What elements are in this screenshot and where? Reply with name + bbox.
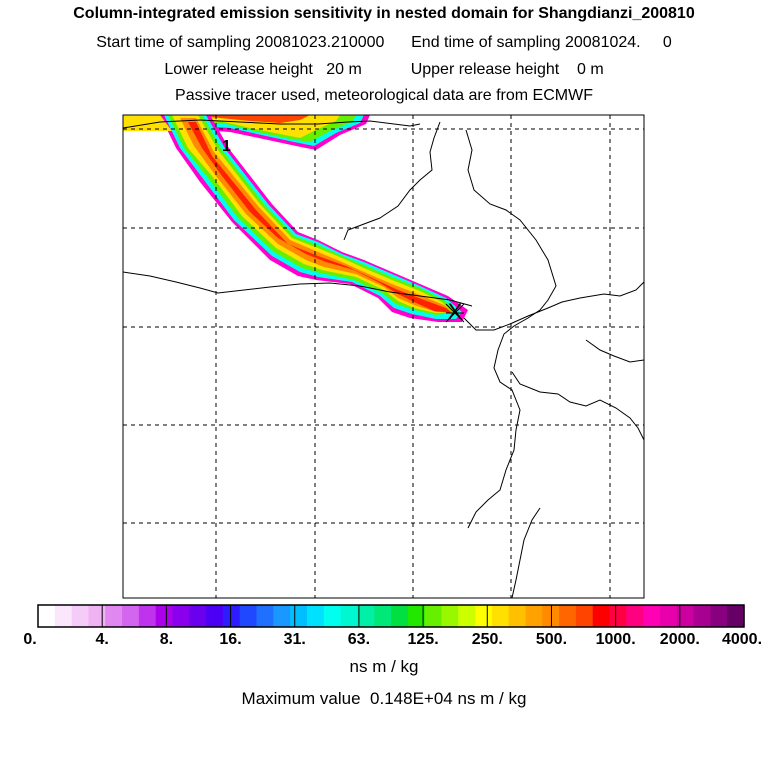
colorbar-cell [105,605,123,627]
colorbar-tick-label: 500. [535,631,568,648]
chart-title: Column-integrated emission sensitivity i… [73,5,695,22]
colorbar-cell [273,605,291,627]
colorbar-cell [643,605,661,627]
receptor-glyph: X [448,299,463,324]
colorbar-cell [189,605,207,627]
end-time-extra: 0 [662,34,672,51]
colorbar-cell [525,605,543,627]
colorbar-tick-label: 0. [23,631,37,648]
colorbar-tick-label: 4000. [721,631,763,648]
colorbar-cell [222,605,241,627]
colorbar-cell [441,605,459,627]
colorbar-units: ns m / kg [349,657,419,676]
colorbar-cell [626,605,644,627]
colorbar-cell [138,605,157,627]
coastlines [123,119,644,598]
colorbar-cell [239,605,258,627]
colorbar-cell [391,605,409,627]
upper-height-label: Upper release height [410,61,560,78]
end-time-value: 20081024. [564,34,641,51]
colorbar-cell [727,605,745,627]
max-value-units: ns m / kg [457,689,527,708]
colorbar-cell [676,605,695,627]
colorbar-cell [407,605,426,627]
colorbar-cell [38,605,56,627]
colorbar-cell [122,605,140,627]
start-time-label: Start time of sampling [96,34,251,51]
receptor-marker: X [445,299,465,324]
release-height-line: Lower release height 20 m Upper release … [0,60,768,80]
colorbar-tick-label: 125. [407,631,439,648]
lower-height-label: Lower release height [164,61,313,78]
colorbar-cell [290,605,308,627]
colorbar-cell [475,605,493,627]
colorbar-frame [37,604,745,628]
colorbar-cell [458,605,476,627]
colorbar-cell [340,605,358,627]
max-value-label: Maximum value [241,689,361,708]
colorbar-cell [155,605,174,627]
colorbar-cell [306,605,325,627]
colorbar-cell [206,605,224,627]
colorbar-cell [693,605,711,627]
colorbar-tick-label: 1000. [595,631,636,648]
colorbar-cell [659,605,678,627]
end-time-label: End time of sampling [411,34,561,51]
colorbar-cells [38,605,745,627]
graticule [123,115,644,598]
colorbar-cell [323,605,342,627]
colorbar-tick-label: 2000. [659,631,700,648]
colorbar-cell [54,605,73,627]
colorbar-tick-label: 8. [159,631,174,648]
map-label: 1 [222,138,231,155]
colorbar-cell [710,605,728,627]
upper-height-value: 0 m [577,61,604,78]
lower-height-value: 20 m [326,61,362,78]
maximum-value-line: Maximum value 0.148E+04 ns m / kg [0,689,768,709]
colorbar-cell [508,605,527,627]
colorbar-cell [71,605,90,627]
colorbar-cell [424,605,443,627]
colorbar-cell [609,605,627,627]
colorbar-cell [357,605,375,627]
colorbar-cell [575,605,594,627]
colorbar-tick-label: 63. [347,631,371,648]
colorbar-cell [88,605,106,627]
start-time-value: 20081023.210000 [255,34,385,51]
colorbar-cell [172,605,190,627]
tracer-note: Passive tracer used, meteorological data… [175,87,593,104]
map-frame [122,114,645,599]
colorbar-tick-label: 16. [219,631,242,648]
colorbar-cell [559,605,577,627]
colorbar-dividers [101,605,681,627]
colorbar-cell [374,605,392,627]
colorbar-cell [256,605,274,627]
colorbar-cell [491,605,510,627]
colorbar-cell [592,605,611,627]
colorbar-tick-label: 31. [283,631,306,648]
max-value: 0.148E+04 [370,689,453,708]
sampling-time-line: Start time of sampling 20081023.210000 E… [0,33,768,53]
colorbar-tick-label: 4. [95,631,109,648]
colorbar-tick-label: 250. [471,631,503,648]
